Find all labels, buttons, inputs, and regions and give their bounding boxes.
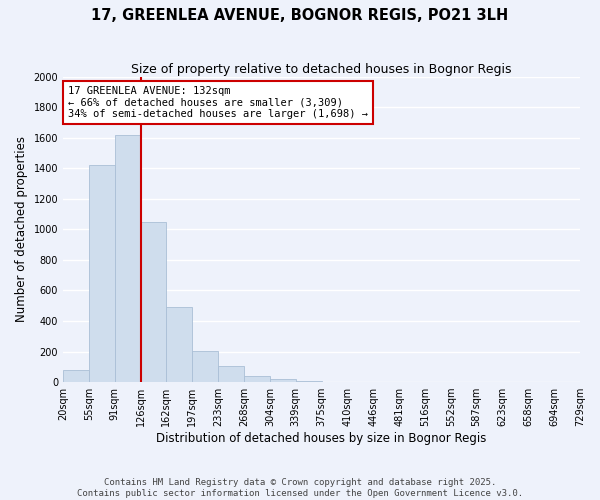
X-axis label: Distribution of detached houses by size in Bognor Regis: Distribution of detached houses by size … — [157, 432, 487, 445]
Bar — [89, 165, 115, 382]
Title: Size of property relative to detached houses in Bognor Regis: Size of property relative to detached ho… — [131, 62, 512, 76]
Bar — [115, 134, 140, 382]
Bar — [192, 351, 218, 382]
Bar — [244, 376, 270, 382]
Text: 17, GREENLEA AVENUE, BOGNOR REGIS, PO21 3LH: 17, GREENLEA AVENUE, BOGNOR REGIS, PO21 … — [91, 8, 509, 22]
Y-axis label: Number of detached properties: Number of detached properties — [15, 136, 28, 322]
Bar — [63, 370, 89, 382]
Text: Contains HM Land Registry data © Crown copyright and database right 2025.
Contai: Contains HM Land Registry data © Crown c… — [77, 478, 523, 498]
Bar — [218, 366, 244, 382]
Bar — [140, 222, 166, 382]
Bar — [296, 380, 322, 382]
Bar — [166, 308, 192, 382]
Text: 17 GREENLEA AVENUE: 132sqm
← 66% of detached houses are smaller (3,309)
34% of s: 17 GREENLEA AVENUE: 132sqm ← 66% of deta… — [68, 86, 368, 119]
Bar — [270, 379, 296, 382]
